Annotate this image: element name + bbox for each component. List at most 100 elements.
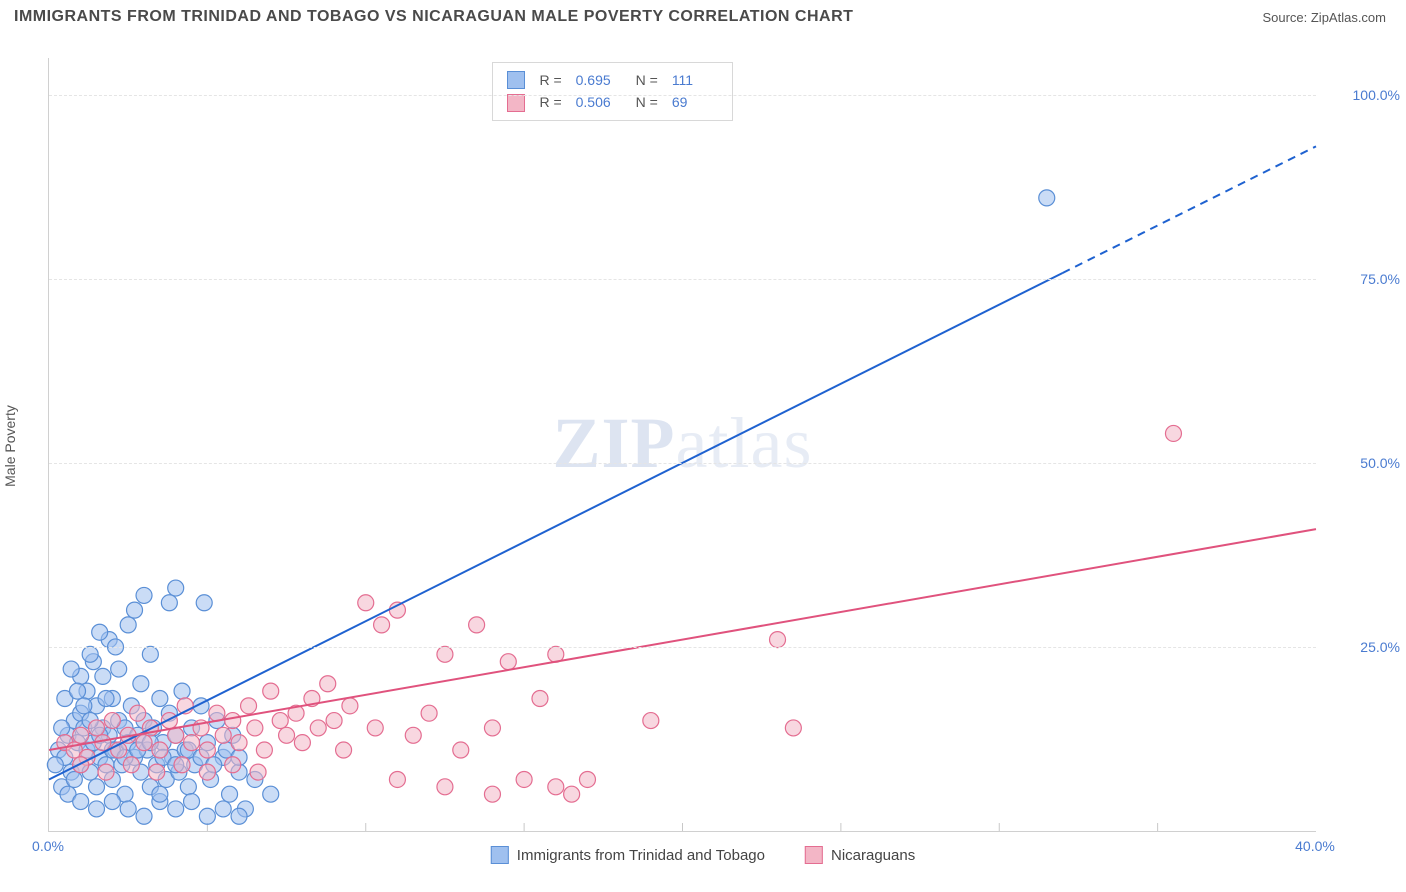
scatter-point xyxy=(127,602,143,618)
scatter-point xyxy=(279,727,295,743)
y-tick-label: 100.0% xyxy=(1353,87,1400,103)
scatter-point xyxy=(241,698,257,714)
scatter-point xyxy=(516,771,532,787)
scatter-point xyxy=(73,794,89,810)
scatter-point xyxy=(120,617,136,633)
legend-label: Nicaraguans xyxy=(831,847,915,864)
gridline-h xyxy=(49,279,1316,280)
scatter-point xyxy=(310,720,326,736)
legend-r-label: R = xyxy=(539,69,561,91)
scatter-point xyxy=(136,735,152,751)
source-credit: Source: ZipAtlas.com xyxy=(1262,10,1386,25)
scatter-point xyxy=(250,764,266,780)
regression-line-extrap xyxy=(1063,146,1316,273)
scatter-point xyxy=(180,779,196,795)
scatter-point xyxy=(123,757,139,773)
scatter-point xyxy=(484,786,500,802)
scatter-point xyxy=(225,713,241,729)
scatter-point xyxy=(1165,425,1181,441)
scatter-point xyxy=(484,720,500,736)
y-tick-label: 75.0% xyxy=(1360,271,1400,287)
scatter-point xyxy=(70,683,86,699)
scatter-point xyxy=(174,757,190,773)
scatter-point xyxy=(215,727,231,743)
y-tick-label: 25.0% xyxy=(1360,639,1400,655)
plot-area: ZIPatlas R =0.695N =111R =0.506N =69 xyxy=(48,58,1316,832)
scatter-point xyxy=(785,720,801,736)
regression-line xyxy=(49,273,1063,779)
legend-n-label: N = xyxy=(636,69,658,91)
scatter-point xyxy=(133,676,149,692)
scatter-point xyxy=(73,727,89,743)
scatter-point xyxy=(47,757,63,773)
scatter-point xyxy=(199,742,215,758)
legend-n-value: 111 xyxy=(672,69,718,91)
scatter-point xyxy=(358,595,374,611)
scatter-point xyxy=(247,720,263,736)
scatter-point xyxy=(161,713,177,729)
y-tick-label: 50.0% xyxy=(1360,455,1400,471)
scatter-point xyxy=(130,705,146,721)
scatter-point xyxy=(453,742,469,758)
chart-header: IMMIGRANTS FROM TRINIDAD AND TOBAGO VS N… xyxy=(0,0,1406,30)
scatter-point xyxy=(174,683,190,699)
scatter-point xyxy=(89,801,105,817)
scatter-point xyxy=(152,742,168,758)
scatter-point xyxy=(54,720,70,736)
scatter-point xyxy=(326,713,342,729)
correlation-legend: R =0.695N =111R =0.506N =69 xyxy=(492,62,732,121)
scatter-point xyxy=(336,742,352,758)
gridline-h xyxy=(49,463,1316,464)
gridline-h xyxy=(49,647,1316,648)
x-tick-label: 40.0% xyxy=(1295,838,1335,854)
scatter-point xyxy=(421,705,437,721)
scatter-point xyxy=(120,801,136,817)
scatter-point xyxy=(89,779,105,795)
scatter-point xyxy=(231,735,247,751)
scatter-point xyxy=(437,646,453,662)
legend-r-value: 0.695 xyxy=(576,69,622,91)
scatter-point xyxy=(272,713,288,729)
legend-swatch xyxy=(805,846,823,864)
scatter-point xyxy=(215,801,231,817)
scatter-point xyxy=(532,690,548,706)
scatter-point xyxy=(95,735,111,751)
scatter-point xyxy=(184,794,200,810)
scatter-point xyxy=(89,720,105,736)
scatter-point xyxy=(263,786,279,802)
scatter-point xyxy=(469,617,485,633)
legend-row: R = 0.695 N = 111 xyxy=(507,69,717,91)
source-label: Source: xyxy=(1262,10,1310,25)
scatter-point xyxy=(161,595,177,611)
gridline-h xyxy=(49,95,1316,96)
legend-label: Immigrants from Trinidad and Tobago xyxy=(517,847,765,864)
scatter-point xyxy=(294,735,310,751)
scatter-point xyxy=(367,720,383,736)
scatter-point xyxy=(643,713,659,729)
scatter-point xyxy=(548,779,564,795)
legend-item: Immigrants from Trinidad and Tobago xyxy=(491,846,765,864)
x-tick-label: 0.0% xyxy=(32,838,64,854)
scatter-point xyxy=(231,808,247,824)
scatter-point xyxy=(66,771,82,787)
scatter-point xyxy=(149,764,165,780)
scatter-point xyxy=(76,698,92,714)
scatter-point xyxy=(374,617,390,633)
scatter-point xyxy=(152,690,168,706)
scatter-point xyxy=(256,742,272,758)
scatter-point xyxy=(168,580,184,596)
y-axis-label: Male Poverty xyxy=(2,405,18,487)
scatter-point xyxy=(196,595,212,611)
scatter-point xyxy=(104,713,120,729)
legend-swatch xyxy=(507,71,525,89)
scatter-point xyxy=(199,808,215,824)
scatter-point xyxy=(342,698,358,714)
scatter-svg xyxy=(49,58,1316,831)
scatter-point xyxy=(225,757,241,773)
scatter-point xyxy=(82,646,98,662)
scatter-point xyxy=(500,654,516,670)
scatter-point xyxy=(111,661,127,677)
scatter-point xyxy=(405,727,421,743)
scatter-point xyxy=(320,676,336,692)
scatter-point xyxy=(184,735,200,751)
